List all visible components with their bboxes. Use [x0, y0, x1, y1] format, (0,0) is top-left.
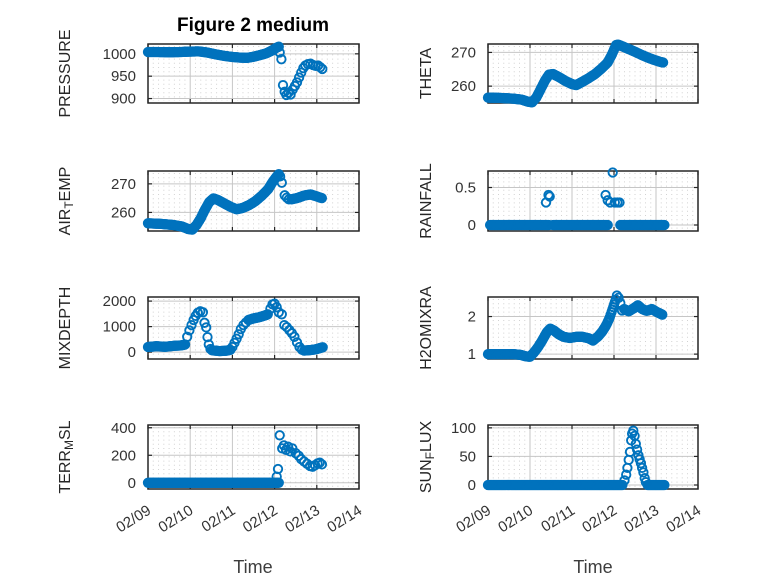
svg-text:270: 270: [451, 44, 476, 61]
subplot-theta: 260 270 THETA: [418, 39, 699, 108]
svg-text:0: 0: [128, 344, 136, 361]
svg-text:270: 270: [111, 176, 136, 193]
x-axis-label-right: Time: [573, 557, 612, 577]
figure-title: Figure 2 medium: [177, 15, 329, 36]
axes-box: [487, 43, 699, 104]
subplot-mixdepth: 0 1000 2000 MIXDEPTH: [57, 287, 360, 370]
x-tick-labels: 02/09 02/10 02/11 02/12 02/13 02/14: [453, 502, 704, 536]
y-axis-label: MIXDEPTH: [57, 287, 74, 370]
axes-box: [487, 170, 699, 232]
y-axis-label: PRESSURE: [57, 29, 74, 117]
data-markers: [142, 168, 328, 235]
svg-text:02/13: 02/13: [621, 502, 662, 536]
grid-lines: [149, 172, 358, 230]
svg-text:02/09: 02/09: [453, 502, 494, 536]
svg-text:100: 100: [451, 420, 476, 437]
svg-text:260: 260: [111, 204, 136, 221]
y-axis-label: SUNFLUX: [418, 421, 437, 494]
y-tick-labels: 260 270: [451, 44, 476, 95]
data-markers: [482, 290, 668, 362]
svg-text:1000: 1000: [103, 319, 136, 336]
grid-lines: [489, 426, 697, 488]
subplot-pressure: 900 950 1000 PRESSURE: [57, 29, 360, 118]
svg-text:02/11: 02/11: [199, 502, 239, 536]
subplot-air-temp: 260 270 AIRTEMP: [57, 167, 360, 236]
data-markers: [142, 41, 328, 101]
svg-text:0: 0: [468, 477, 476, 494]
svg-text:2000: 2000: [103, 293, 136, 310]
svg-text:02/10: 02/10: [155, 502, 196, 536]
svg-text:400: 400: [111, 420, 136, 437]
y-tick-labels: 0 50 100: [451, 420, 476, 494]
data-markers: [482, 425, 670, 491]
svg-text:0.5: 0.5: [455, 180, 476, 197]
grid-lines: [489, 298, 697, 358]
y-tick-labels: 12: [468, 309, 476, 364]
data-markers: [482, 39, 669, 108]
svg-text:02/11: 02/11: [538, 502, 578, 536]
svg-text:900: 900: [111, 91, 136, 108]
svg-text:50: 50: [459, 448, 476, 465]
svg-text:02/13: 02/13: [282, 502, 323, 536]
y-axis-label: RAINFALL: [418, 163, 435, 239]
svg-text:02/09: 02/09: [113, 502, 154, 536]
svg-text:2: 2: [468, 309, 476, 326]
x-axis-label-left: Time: [233, 557, 272, 577]
y-tick-labels: 260 270: [111, 176, 136, 222]
y-tick-labels: 00.5: [455, 180, 476, 235]
subplot-sun-flux: 0 50 100 SUNFLUX 02/09 02/10 02/11 02/12 02/13 02…: [418, 420, 704, 536]
axes-box: [147, 43, 360, 104]
svg-text:950: 950: [111, 68, 136, 85]
svg-text:02/12: 02/12: [240, 502, 281, 536]
svg-text:02/14: 02/14: [324, 502, 365, 536]
axes-box: [147, 424, 360, 490]
svg-text:02/12: 02/12: [579, 502, 620, 536]
x-tick-labels: 02/09 02/10 02/11 02/12 02/13 02/14: [113, 502, 365, 536]
y-axis-label: AIRTEMP: [57, 167, 76, 236]
axes-box: [147, 170, 360, 232]
tick-marks: [147, 297, 360, 359]
svg-text:0: 0: [128, 475, 136, 492]
data-markers: [142, 298, 328, 357]
svg-text:0: 0: [468, 217, 476, 234]
axes-box: [147, 296, 360, 360]
y-axis-label: TERRMSL: [57, 420, 76, 493]
svg-text:260: 260: [451, 78, 476, 95]
data-markers: [142, 430, 328, 488]
y-axis-label: H2OMIXRA: [418, 286, 435, 370]
svg-text:1000: 1000: [103, 46, 136, 63]
y-axis-label: THETA: [418, 48, 435, 100]
svg-text:200: 200: [111, 447, 136, 464]
svg-text:02/14: 02/14: [663, 502, 704, 536]
y-tick-labels: 0 1000 2000: [103, 293, 136, 361]
y-tick-labels: 0 200 400: [111, 420, 136, 492]
svg-text:1: 1: [468, 346, 476, 363]
y-tick-labels: 900 950 1000: [103, 46, 136, 108]
svg-text:02/10: 02/10: [495, 502, 536, 536]
data-markers: [484, 167, 670, 231]
axes-box: [487, 296, 699, 360]
